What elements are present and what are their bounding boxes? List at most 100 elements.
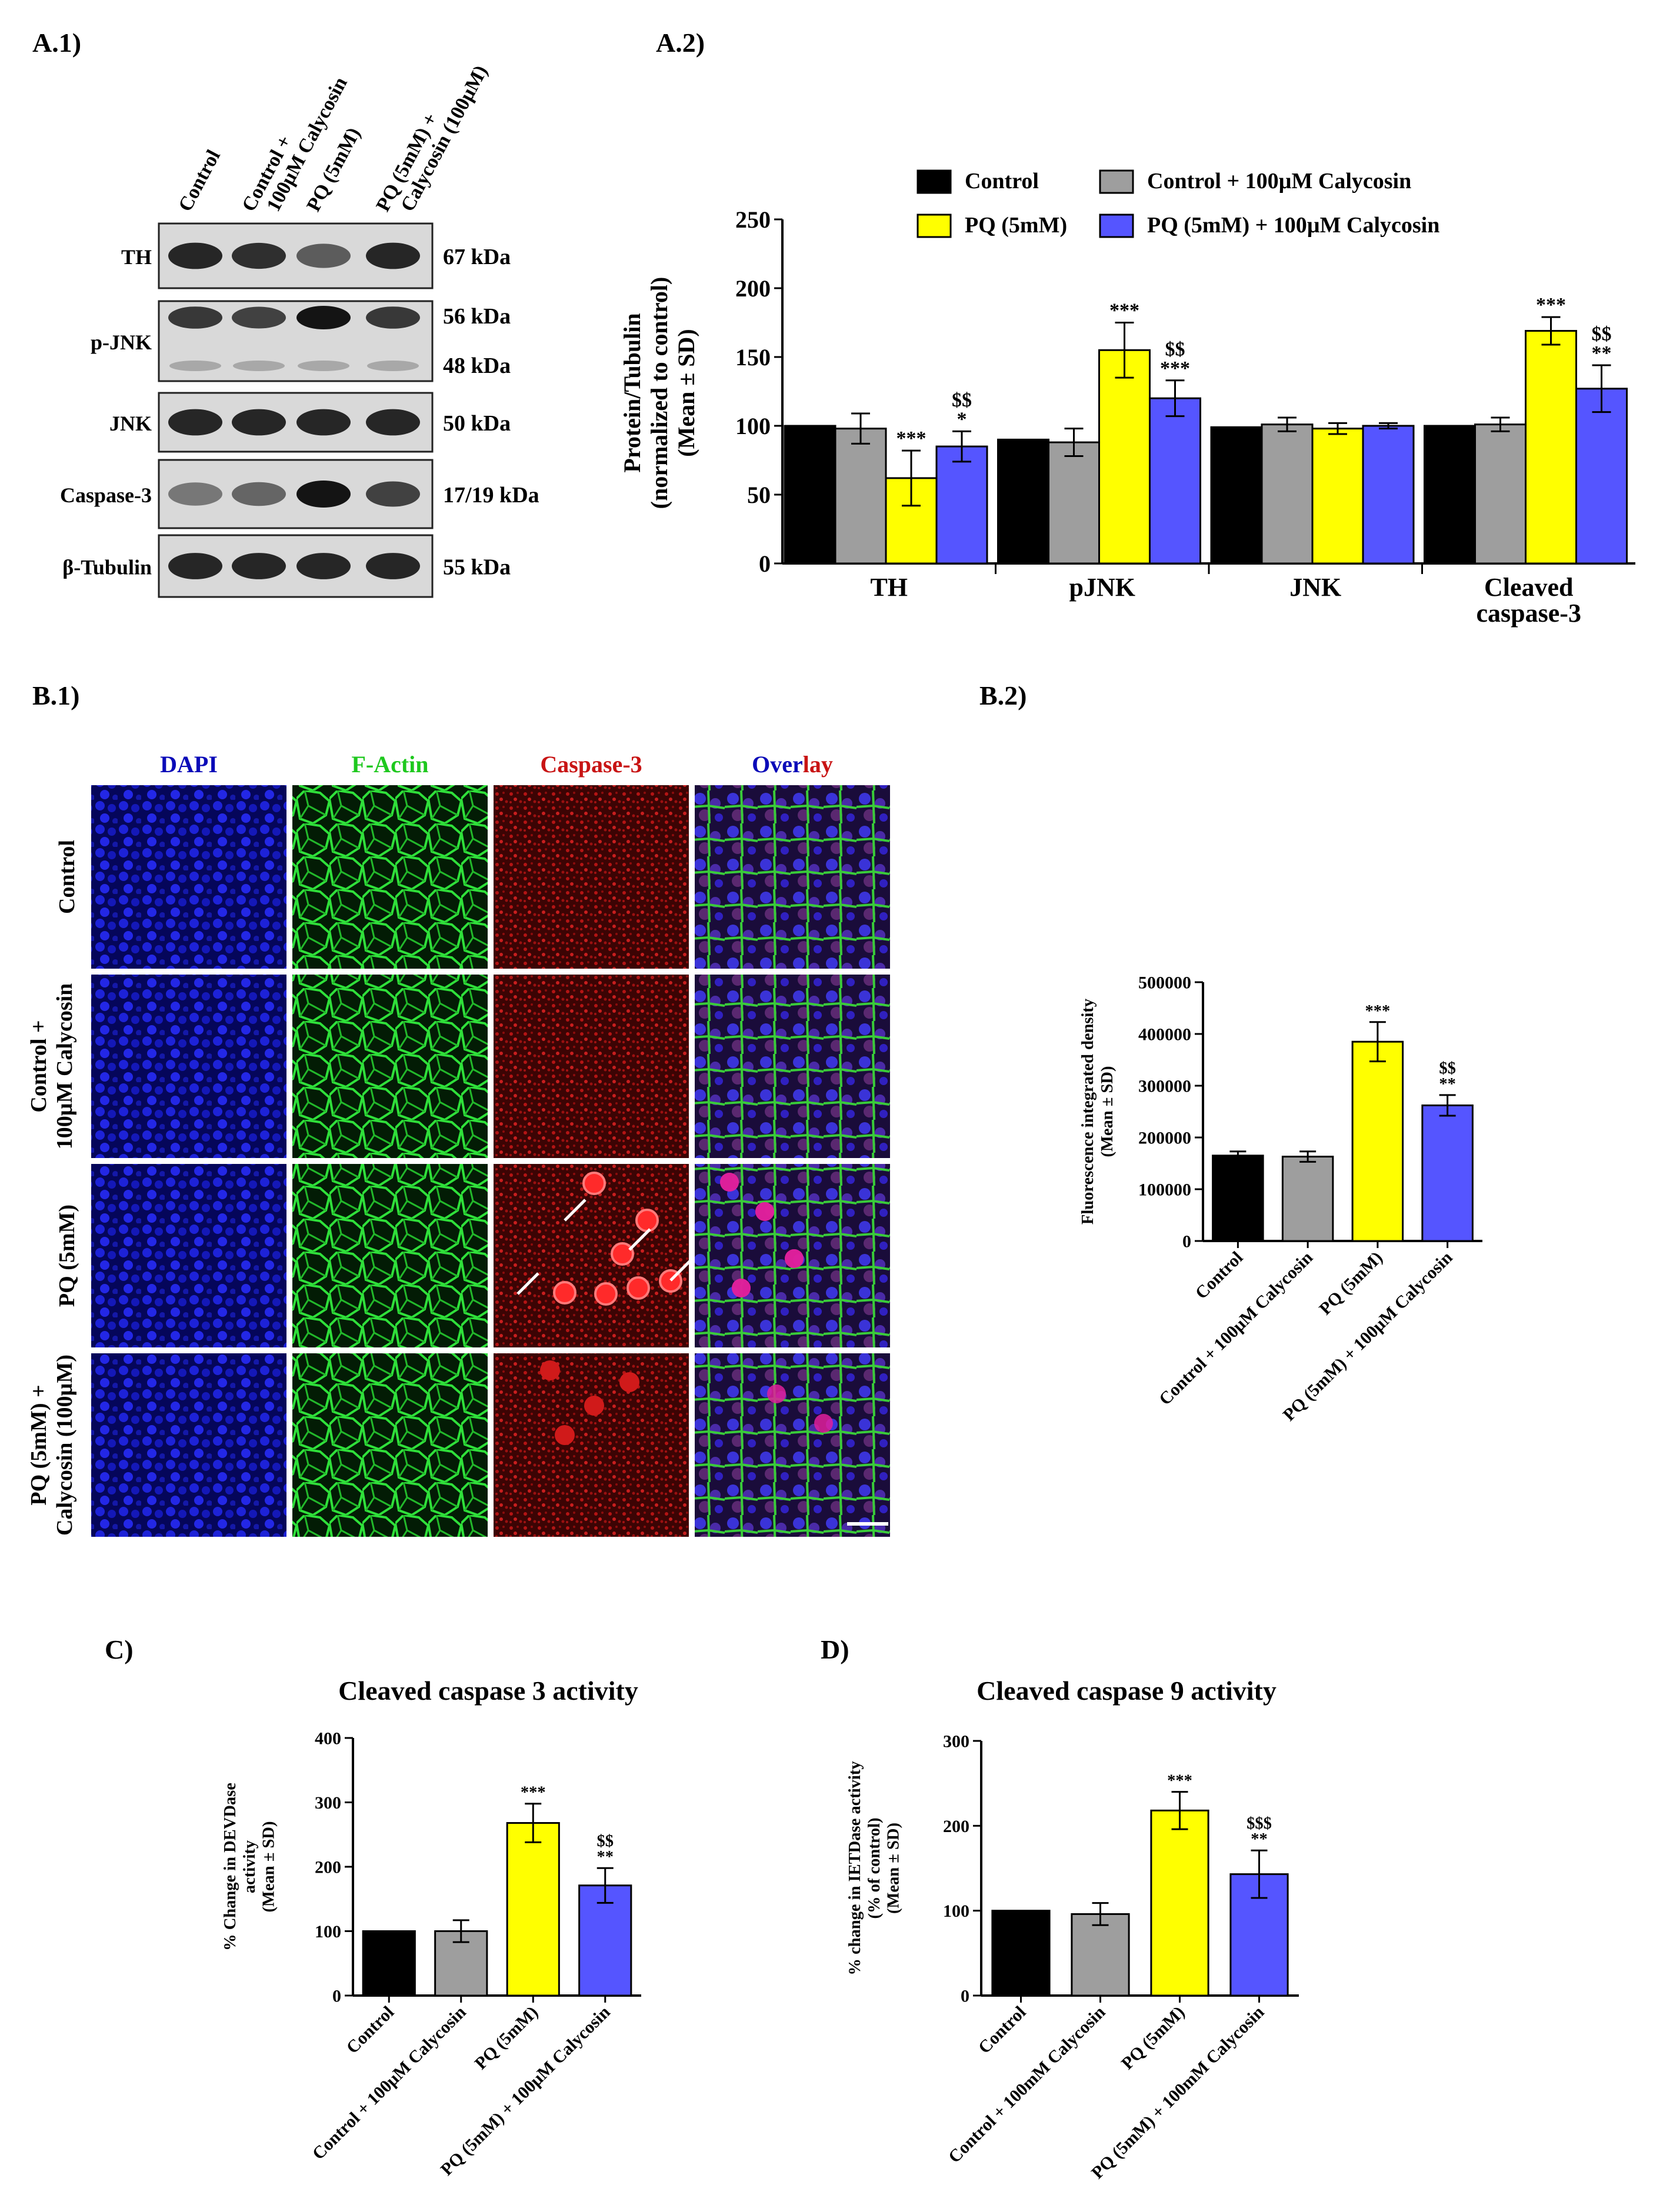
apoptotic-cell [582, 1172, 606, 1195]
micrograph-tile [695, 785, 890, 969]
legend-swatch [1099, 213, 1134, 238]
significance-label: *** [1365, 1002, 1391, 1020]
row-label: Control [55, 840, 79, 914]
bar [1351, 1040, 1404, 1242]
panel-label-a2: A.2) [656, 28, 705, 58]
category-label: caspase-3 [1477, 599, 1581, 628]
micrograph-tile [695, 1353, 890, 1537]
chart-title: Cleaved caspase 3 activity [338, 1676, 638, 1706]
micrograph-tile [91, 1164, 286, 1347]
legend-label: Control [965, 169, 1039, 193]
size-label: 67 kDa [443, 245, 511, 269]
blot-band [232, 242, 286, 269]
legend-label: PQ (5mM) [965, 213, 1067, 238]
overlay-label-part: Over [752, 751, 803, 778]
size-label: 17/19 kDa [443, 483, 539, 508]
blot-band [298, 361, 349, 371]
bar [784, 425, 836, 565]
apoptotic-cell [594, 1282, 618, 1306]
micrograph-tile [91, 1353, 286, 1537]
y-tick-label: 50 [747, 482, 771, 508]
column-label: Caspase-3 [540, 751, 642, 778]
blot-band [366, 409, 420, 436]
legend-swatch [917, 213, 952, 238]
bar [997, 438, 1049, 565]
chart-b2: 0 100000 200000 300000 400000 500000 Fluoresce… [1079, 973, 1482, 1425]
blot-band [366, 306, 420, 329]
significance-label: *** [1160, 358, 1190, 379]
apoptotic-cell [626, 1276, 650, 1300]
protein-label: TH [121, 245, 152, 269]
micrograph-tile [292, 785, 488, 969]
stained-cell [555, 1425, 575, 1445]
overlay-cell [732, 1279, 751, 1297]
y-axis-label: % change in IETDase activity [846, 1761, 864, 1975]
protein-label: β-Tubulin [62, 556, 152, 579]
y-tick-label: 400 [315, 1729, 341, 1749]
y-tick-label: 200 [735, 275, 771, 302]
lane-label: Control [174, 146, 225, 215]
blot-band [296, 243, 351, 268]
micrograph-tile [292, 975, 488, 1158]
row-label: 100µM Calycosin [52, 983, 77, 1150]
significance-label: ** [1251, 1830, 1268, 1849]
panel-label-b2: B.2) [979, 680, 1027, 710]
overlay-cell [785, 1249, 804, 1268]
y-axis-label: (% of control) [865, 1817, 884, 1919]
blot-band [296, 306, 351, 329]
micrograph-tile [695, 975, 890, 1158]
y-tick-label: 0 [759, 551, 771, 577]
bar [1212, 1155, 1264, 1242]
size-label: 56 kDa [443, 304, 511, 329]
bar [1424, 425, 1476, 565]
apoptotic-cell [611, 1242, 634, 1266]
y-tick-label: 200000 [1138, 1129, 1191, 1148]
y-tick-label: 300 [943, 1732, 969, 1751]
protein-label: JNK [109, 412, 152, 435]
row-label: PQ (5mM) [55, 1205, 79, 1307]
panel-label-b1: B.1) [32, 680, 80, 710]
micrograph-tile [91, 975, 286, 1158]
blot-band [168, 306, 222, 329]
stained-cell [540, 1360, 560, 1380]
legend-label: Control + 100µM Calycosin [1147, 169, 1411, 193]
bar [506, 1822, 560, 1997]
significance-label: $$ [952, 389, 972, 411]
bar [1281, 1156, 1334, 1242]
blot-band [366, 553, 420, 579]
blot-band [296, 553, 351, 579]
blot-band [168, 553, 222, 579]
category-label: Control [975, 2003, 1030, 2058]
micrograph-tile [292, 1164, 488, 1347]
blot-band [168, 409, 222, 436]
y-tick-label: 100 [735, 413, 771, 439]
category-label: PQ (5mM) [471, 2003, 542, 2074]
bar [1149, 397, 1201, 565]
bar [1474, 423, 1527, 565]
blot-band [232, 306, 286, 329]
bar [1150, 1809, 1209, 1997]
y-tick-label: 100000 [1138, 1180, 1191, 1200]
size-label: 55 kDa [443, 555, 511, 580]
y-tick-label: 100 [943, 1901, 969, 1921]
overlay-cell [720, 1173, 739, 1192]
category-label: PQ (5mM) + 100mM Calycosin [1088, 2002, 1268, 2183]
bar [1048, 441, 1100, 565]
significance-label: ** [597, 1848, 614, 1866]
y-tick-label: 200 [315, 1858, 341, 1877]
y-axis-label: % Change in DEVDase [221, 1783, 239, 1951]
y-tick-label: 400000 [1138, 1025, 1191, 1045]
micrograph-tile [494, 785, 689, 969]
micrograph-tile [494, 1353, 689, 1537]
apoptotic-cell [553, 1281, 576, 1304]
row-label: Calycosin (100µM) [52, 1354, 77, 1536]
significance-label: *** [1109, 300, 1139, 322]
y-axis-label: (Mean ± SD) [1098, 1066, 1117, 1157]
significance-label: $$ [1592, 323, 1612, 345]
bar [1525, 330, 1577, 565]
y-tick-label: 200 [943, 1817, 969, 1836]
blot-band [366, 242, 420, 269]
chart-title: Cleaved caspase 9 activity [977, 1676, 1277, 1706]
arrow-annotation [564, 1199, 586, 1222]
